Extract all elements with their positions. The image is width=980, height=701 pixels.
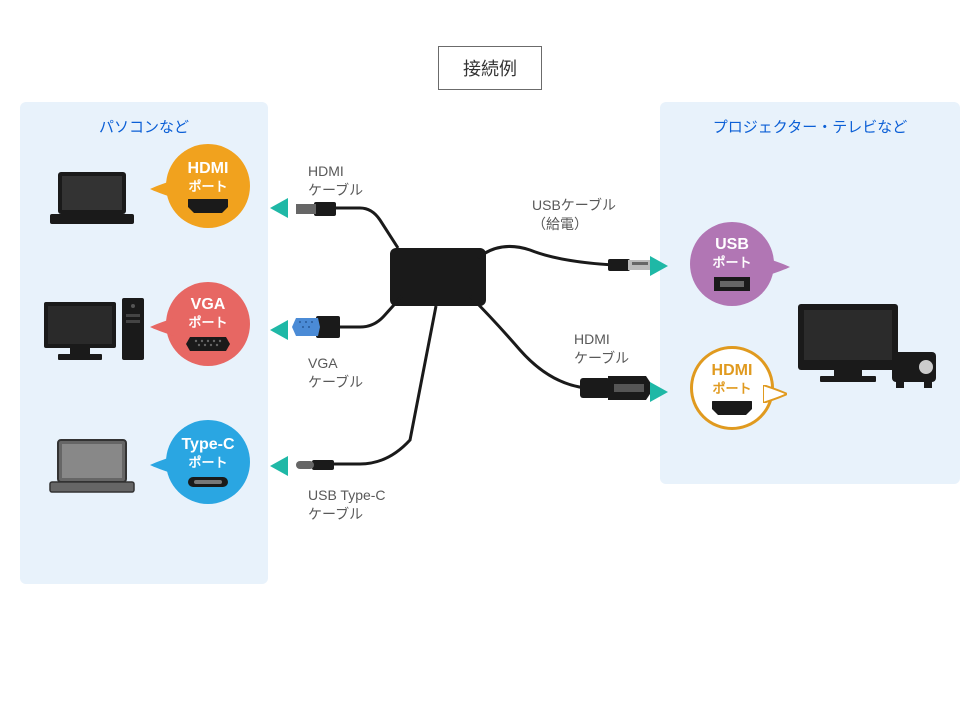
usb-a-connector-icon bbox=[608, 256, 652, 279]
arrow-left-icon bbox=[270, 456, 288, 476]
source-panel-title: パソコンなど bbox=[20, 102, 268, 137]
cable-label: HDMIケーブル bbox=[574, 330, 629, 368]
hdmi-large-connector-icon bbox=[580, 374, 650, 407]
cable-label: USBケーブル（給電） bbox=[532, 196, 616, 234]
port-label: HDMI bbox=[188, 159, 229, 179]
port-sublabel: ポート bbox=[188, 455, 227, 471]
cable-label: USB Type-Cケーブル bbox=[308, 486, 386, 524]
vga-connector-icon bbox=[292, 312, 340, 347]
laptop2-device-icon bbox=[46, 436, 138, 503]
port-sublabel: ポート bbox=[712, 255, 751, 271]
hdmi-out-port-badge: HDMI ポート bbox=[690, 346, 774, 430]
port-label: VGA bbox=[191, 295, 226, 315]
converter-hub-icon bbox=[390, 248, 486, 306]
port-sublabel: ポート bbox=[188, 315, 227, 331]
port-label: USB bbox=[715, 235, 749, 255]
hdmi-connector-icon bbox=[296, 200, 336, 223]
port-sublabel: ポート bbox=[712, 381, 751, 397]
tv-projector-icon bbox=[792, 298, 942, 413]
arrow-right-icon bbox=[650, 382, 668, 402]
vga-port-badge: VGA ポート bbox=[166, 282, 250, 366]
diagram-title: 接続例 bbox=[438, 46, 542, 90]
cable-label: VGAケーブル bbox=[308, 354, 363, 392]
port-sublabel: ポート bbox=[188, 179, 227, 195]
port-label: Type-C bbox=[181, 435, 234, 455]
usbc-connector-icon bbox=[296, 458, 334, 477]
desktop-device-icon bbox=[40, 296, 148, 371]
arrow-right-icon bbox=[650, 256, 668, 276]
typec-port-badge: Type-C ポート bbox=[166, 420, 250, 504]
hdmi-port-badge: HDMI ポート bbox=[166, 144, 250, 228]
cable-label: HDMIケーブル bbox=[308, 162, 363, 200]
usb-port-badge: USB ポート bbox=[690, 222, 774, 306]
arrow-left-icon bbox=[270, 320, 288, 340]
arrow-left-icon bbox=[270, 198, 288, 218]
laptop-device-icon bbox=[46, 168, 138, 235]
port-label: HDMI bbox=[712, 361, 753, 381]
output-panel-title: プロジェクター・テレビなど bbox=[660, 102, 960, 137]
